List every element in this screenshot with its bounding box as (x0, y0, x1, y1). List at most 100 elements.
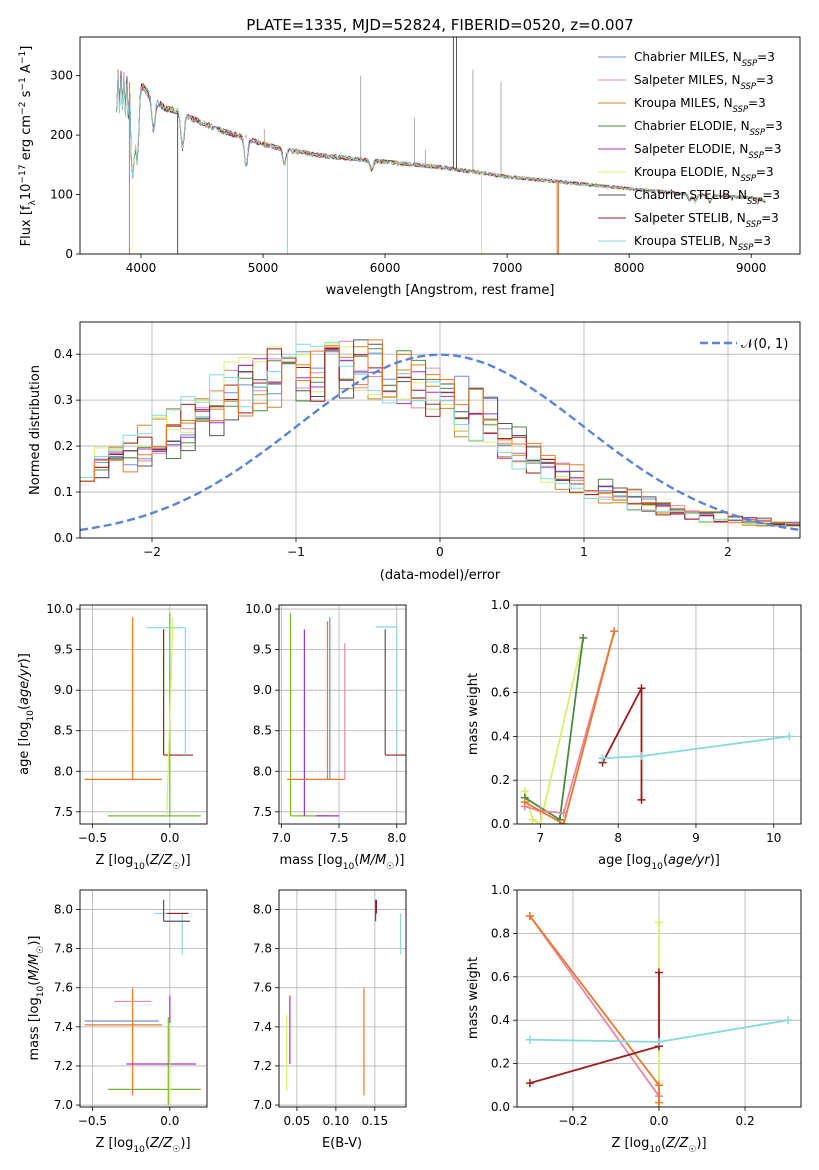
data-point (655, 918, 663, 927)
y-axis-label: Normed distribution (28, 365, 43, 495)
weight-vs-age-chart-frame (516, 604, 802, 825)
x-axis-label: wavelength [Angstrom, rest frame] (326, 283, 555, 298)
spectrum-chart: 4000 5000 6000 7000 8000 9000 0 100 200 300 wavele… (18, 36, 801, 298)
x-tick-label: 0.05 (284, 1114, 311, 1128)
x-axis-label: (data-model)/error (380, 568, 501, 583)
data-point (559, 820, 568, 824)
data-point (655, 1037, 663, 1046)
y-tick-label: 7.8 (54, 942, 73, 956)
y-tick-label: 8.5 (54, 724, 73, 738)
mass-vs-ebv-chart-frame (278, 889, 407, 1108)
x-tick-label: 5000 (248, 261, 279, 275)
data-point (536, 820, 545, 824)
y-axis-label: mass weight (466, 673, 481, 755)
weight-vs-age-chart: 7 8 9 10 0.0 0.2 0.4 0.6 0.8 1.0 age [log10(age/yr… (466, 598, 802, 872)
y-tick-label: 300 (50, 69, 73, 83)
data-point (655, 1098, 663, 1107)
histogram-step (80, 341, 800, 527)
spectrum-line (116, 69, 766, 204)
y-axis-label: mass [log10(M/M☉)] (27, 936, 46, 1061)
weight-vs-Z-chart-plot-area (517, 890, 801, 1107)
x-axis-label: Z [log10(Z/Z☉)] (95, 853, 190, 872)
figure-title: PLATE=1335, MJD=52824, FIBERID=0520, z=0… (246, 16, 633, 34)
y-tick-label: 0.0 (491, 1100, 510, 1114)
x-tick-label: 10 (766, 831, 781, 845)
weight-vs-Z-chart-frame (516, 889, 802, 1108)
y-tick-label: 7.0 (253, 1098, 272, 1112)
legend-entry: Salpeter STELIB, NSSP=3 (634, 211, 779, 229)
x-tick-label: 8000 (614, 261, 645, 275)
legend-entry: Salpeter MILES, NSSP=3 (634, 73, 774, 91)
x-axis-label: Z [log10(Z/Z☉)] (95, 1136, 190, 1155)
weight-line (529, 915, 660, 1097)
y-tick-label: 0.4 (491, 1013, 510, 1027)
legend-entry: Salpeter ELODIE, NSSP=3 (634, 142, 782, 160)
weight-vs-Z-chart: −0.2 0.0 0.2 0.0 0.2 0.4 0.6 0.8 1.0 Z [log10(Z/Z… (466, 883, 802, 1155)
y-tick-label: 100 (50, 188, 73, 202)
y-tick-label: 9.5 (54, 643, 73, 657)
weight-line (524, 631, 616, 814)
y-tick-label: 1.0 (491, 883, 510, 897)
x-tick-label: 2 (724, 545, 732, 559)
y-tick-label: 0.4 (54, 347, 73, 361)
x-axis-label: age [log10(age/yr)] (598, 853, 720, 872)
legend-entry: Chabrier STELIB, NSSP=3 (634, 188, 780, 206)
spectrum-chart-frame (79, 36, 801, 255)
mass-vs-ebv-chart: 0.05 0.10 0.15 7.0 7.2 7.4 7.6 7.8 8.0 E(B-V) (253, 889, 407, 1151)
x-tick-label: −0.5 (78, 1114, 107, 1128)
age-vs-mass-chart-plot-area (279, 605, 406, 824)
y-tick-label: 0.6 (491, 970, 510, 984)
mass-vs-Z-chart-frame (79, 889, 208, 1108)
x-tick-label: −2 (143, 545, 161, 559)
x-tick-label: 4000 (126, 261, 157, 275)
y-tick-label: 7.6 (253, 981, 272, 995)
y-tick-label: 7.5 (54, 805, 73, 819)
x-tick-label: 0.0 (160, 1114, 179, 1128)
y-tick-label: 7.6 (54, 981, 73, 995)
mass-vs-Z-chart: −0.5 0.0 7.0 7.2 7.4 7.6 7.8 8.0 Z [log10(Z/Z☉)]… (27, 889, 208, 1155)
data-point (598, 754, 607, 763)
legend-entry: Kroupa MILES, NSSP=3 (634, 96, 766, 114)
y-tick-label: 0.6 (491, 686, 510, 700)
y-tick-label: 8.0 (54, 903, 73, 917)
x-tick-label: −1 (287, 545, 305, 559)
y-axis-label: mass weight (466, 957, 481, 1039)
data-point (525, 1035, 534, 1044)
legend-entry: Kroupa ELODIE, NSSP=3 (634, 165, 774, 183)
x-axis-label: E(B-V) (322, 1136, 362, 1151)
weight-line (529, 972, 660, 1084)
legend-entry: Kroupa STELIB, NSSP=3 (634, 234, 771, 252)
data-point (655, 968, 663, 977)
y-tick-label: 0.8 (491, 642, 510, 656)
y-tick-label: 8.0 (54, 764, 73, 778)
y-tick-label: 9.5 (253, 643, 272, 657)
y-tick-label: 0 (65, 247, 73, 261)
age-vs-mass-chart-frame (278, 604, 407, 825)
y-axis-label: age [log10(age/yr)] (17, 653, 36, 775)
y-tick-label: 10.0 (245, 602, 272, 616)
x-tick-label: 9000 (736, 261, 767, 275)
data-point (610, 627, 619, 636)
spectrum-line (116, 71, 766, 204)
y-tick-label: 1.0 (491, 598, 510, 612)
y-tick-label: 7.2 (253, 1059, 272, 1073)
x-tick-label: −0.2 (558, 1114, 587, 1128)
age-vs-Z-chart-plot-area (80, 605, 207, 824)
error-bar (166, 617, 174, 816)
x-tick-label: 0.2 (736, 1114, 755, 1128)
y-tick-label: 0.1 (54, 485, 73, 499)
legend-entry: 𝒩(0, 1) (741, 337, 788, 352)
weight-line (601, 687, 643, 800)
y-tick-label: 7.2 (54, 1059, 73, 1073)
spectrum-line (116, 74, 766, 204)
y-tick-label: 7.8 (253, 942, 272, 956)
data-point (785, 732, 794, 741)
x-tick-label: 8.0 (387, 831, 406, 845)
data-point (637, 752, 646, 761)
data-point (579, 633, 588, 642)
data-point (637, 795, 646, 804)
residuals-chart-frame (79, 321, 801, 539)
y-tick-label: 7.4 (54, 1020, 73, 1034)
age-vs-Z-chart-frame (79, 604, 208, 825)
